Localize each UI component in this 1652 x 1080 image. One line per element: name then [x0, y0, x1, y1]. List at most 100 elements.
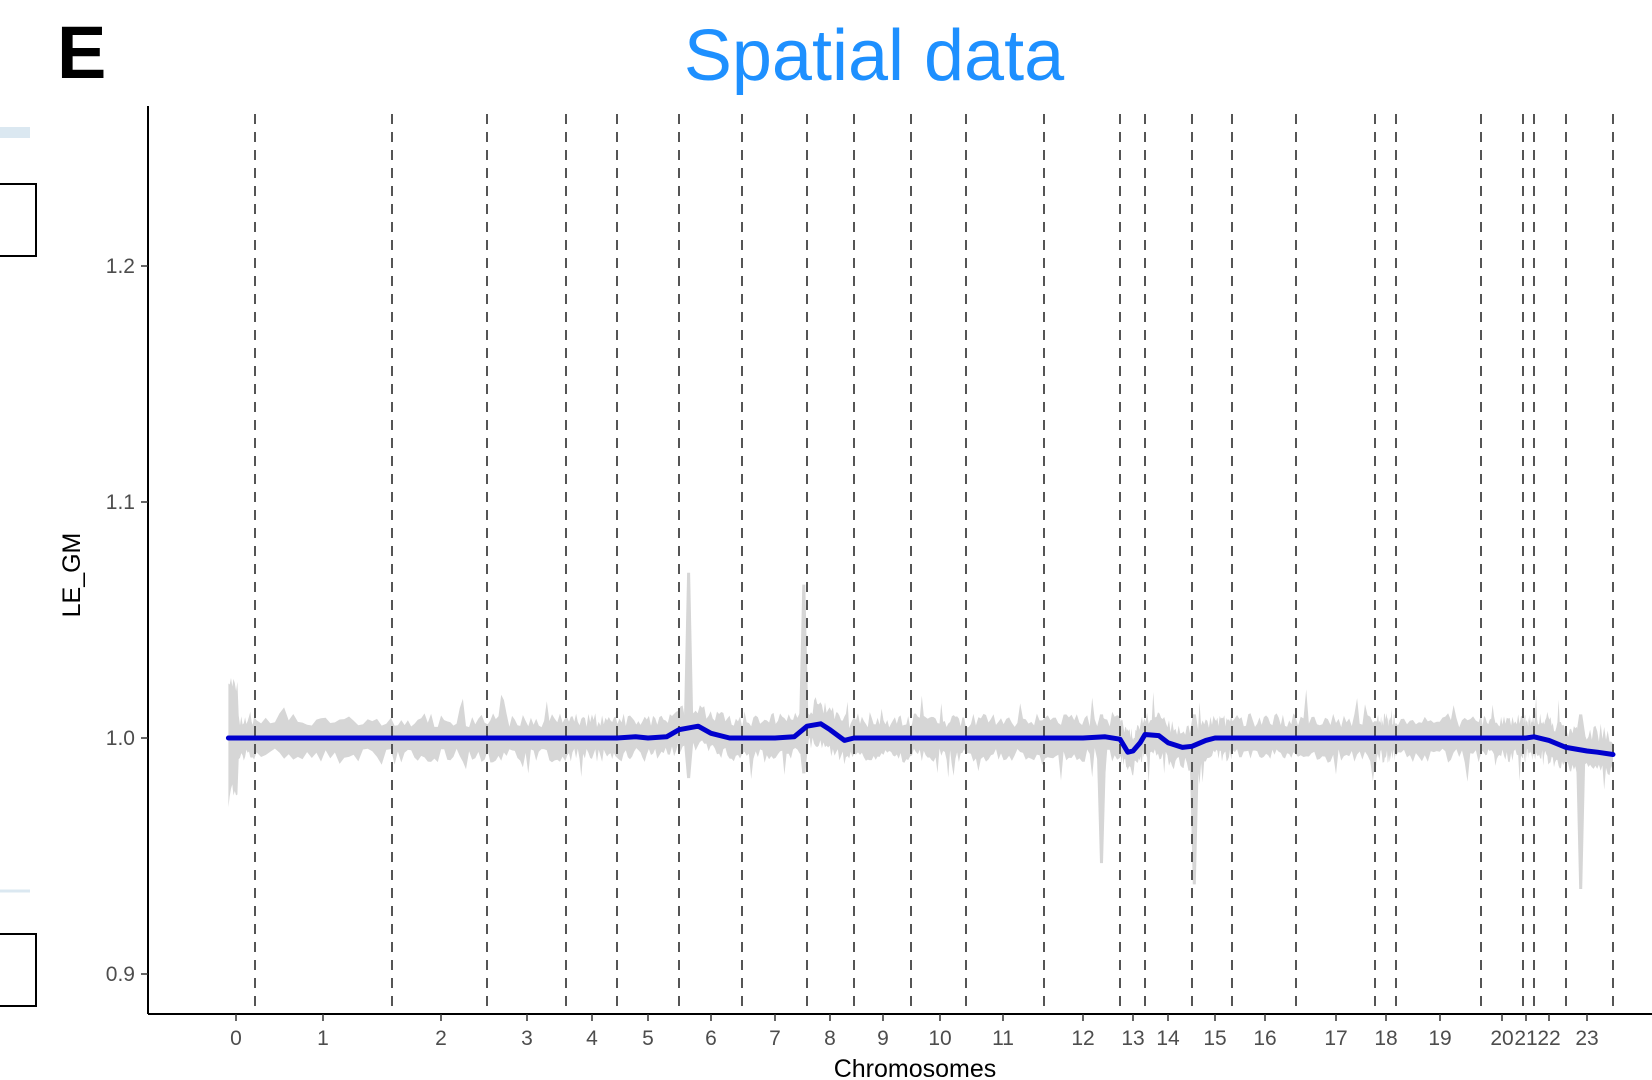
x-tick-label: 12 [1071, 1027, 1094, 1050]
fragment-box-bottom [0, 933, 37, 1007]
series-point [1131, 749, 1135, 753]
series-point [590, 736, 594, 740]
x-tick-label: 23 [1575, 1027, 1598, 1050]
series-point [1081, 736, 1085, 740]
x-tick-label: 8 [824, 1027, 836, 1050]
series-point [321, 736, 325, 740]
x-tick-label: 5 [642, 1027, 654, 1050]
x-tick-label: 11 [992, 1027, 1014, 1050]
series-point [881, 736, 885, 740]
x-axis-label: Chromosomes [834, 1055, 997, 1080]
confidence-band [228, 677, 1613, 808]
y-tick-label: 1.2 [106, 255, 135, 278]
series-point [1263, 736, 1267, 740]
series-point [1126, 750, 1130, 754]
series-point [615, 736, 619, 740]
series-point [1564, 745, 1568, 749]
panel-label: E [57, 11, 106, 94]
series-point [709, 731, 713, 735]
series-point [1166, 741, 1170, 745]
series-point [792, 735, 796, 739]
series-point [1103, 735, 1107, 739]
series-point [1373, 736, 1377, 740]
fragment-box-top [0, 183, 37, 257]
x-tick-label: 10 [928, 1027, 951, 1050]
chart-title: Spatial data [684, 16, 1065, 96]
series-point [665, 735, 669, 739]
series-point [1143, 733, 1147, 736]
band-spike [1575, 714, 1586, 890]
series-point [1438, 736, 1442, 740]
x-tick-label: 9 [877, 1027, 889, 1050]
series-point [1213, 736, 1217, 740]
series-point [1611, 753, 1615, 756]
series-point [1042, 736, 1046, 740]
series-point [1479, 736, 1483, 740]
plot-area [225, 114, 1616, 1014]
series-point [1595, 750, 1599, 754]
series-point [634, 735, 638, 739]
series-point [525, 736, 529, 740]
y-axis-label: LE_GM [58, 533, 86, 618]
series-point [1384, 736, 1388, 740]
series-point [1524, 736, 1528, 740]
x-tick-label: 15 [1203, 1027, 1226, 1050]
series-point [1118, 737, 1122, 741]
x-tick-label: 16 [1253, 1027, 1276, 1050]
series-point [938, 736, 942, 740]
series-point [1180, 745, 1184, 749]
series-point [605, 736, 609, 740]
x-tick-label: 4 [586, 1027, 598, 1050]
series-point [1585, 749, 1589, 753]
series-point [760, 736, 764, 740]
y-axis: 0.9 1.0 1.1 1.2 [106, 106, 149, 1014]
series-point [439, 736, 443, 740]
series-point [1334, 736, 1338, 740]
series-point [1294, 736, 1298, 740]
x-tick-label: 19 [1428, 1027, 1451, 1050]
series-line [225, 721, 1616, 757]
series-point [842, 738, 846, 742]
series-point [1500, 736, 1504, 740]
series-point [728, 736, 732, 740]
x-tick-label: 13 [1121, 1027, 1144, 1050]
chromosome-divider-layer [254, 114, 1614, 1014]
series-point [773, 736, 777, 740]
x-tick-label: 6 [705, 1027, 717, 1050]
x-tick-label: 17 [1324, 1027, 1347, 1050]
y-tick-label: 1.1 [106, 491, 135, 514]
series-point [1230, 736, 1234, 740]
series-point [828, 728, 832, 732]
fragment-band-top [0, 127, 30, 138]
x-tick-label: 20 [1490, 1027, 1513, 1050]
series-line-layer [225, 721, 1616, 757]
x-tick-label: 3 [521, 1027, 533, 1050]
series-point [253, 736, 257, 740]
series-point [1157, 734, 1161, 738]
x-tick-label: 7 [769, 1027, 781, 1050]
x-tick-label: 2 [435, 1027, 447, 1050]
y-tick-label: 0.9 [106, 963, 135, 986]
series-point [852, 736, 856, 740]
series-point [869, 736, 873, 740]
x-axis: 0 1 2 3 4 5 6 7 8 9 10 11 12 13 14 15 16 17 18 19 20 21 22 23 [148, 1013, 1652, 1050]
x-tick-label: 0 [230, 1027, 242, 1050]
series-point [1001, 736, 1005, 740]
x-tick-label: 18 [1374, 1027, 1397, 1050]
confidence-band-layer [228, 572, 1613, 890]
series-point [696, 724, 700, 728]
series-point [226, 736, 230, 740]
band-spike [1096, 714, 1107, 864]
series-point [740, 736, 744, 740]
series-point [1138, 741, 1142, 745]
series-point [805, 724, 809, 728]
x-tick-label: 22 [1537, 1027, 1560, 1050]
series-point [390, 736, 394, 740]
series-point [485, 736, 489, 740]
series-point [819, 722, 823, 726]
x-tick-label: 1 [317, 1027, 329, 1050]
series-point [646, 736, 650, 740]
series-point [1521, 736, 1525, 740]
x-tick-label: 14 [1156, 1027, 1180, 1050]
series-point [909, 736, 913, 740]
